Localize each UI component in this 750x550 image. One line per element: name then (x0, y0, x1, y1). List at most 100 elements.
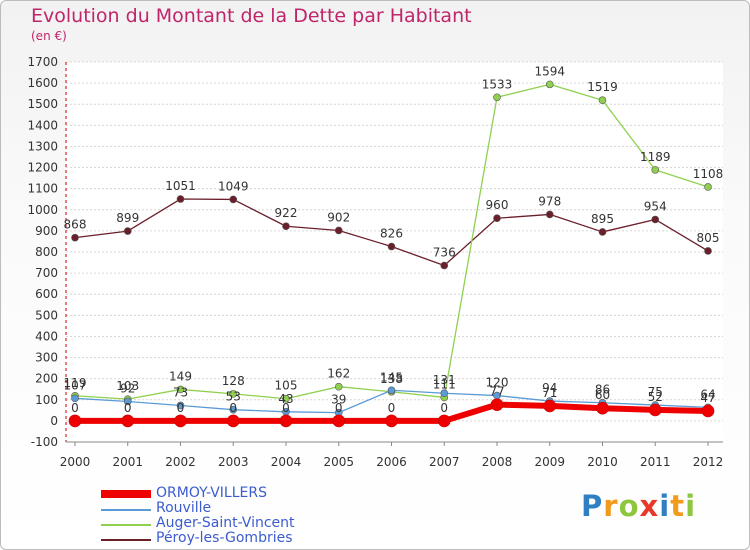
data-label-ormoy-villers: 47 (700, 391, 715, 405)
data-label-ormoy-villers: 52 (648, 390, 663, 404)
data-label-auger-saint-vincent: 103 (116, 379, 139, 393)
legend-label-rouville: Rouville (156, 500, 212, 516)
data-label-peroy-les-gombries: 1049 (218, 179, 249, 193)
data-label-ormoy-villers: 0 (440, 401, 448, 415)
data-point-auger-saint-vincent (334, 382, 343, 391)
y-tick-label: 600 (35, 287, 58, 301)
data-label-peroy-les-gombries: 1051 (165, 179, 196, 193)
legend-label-ormoy-villers: ORMOY-VILLERS (156, 485, 267, 501)
data-label-peroy-les-gombries: 895 (591, 212, 614, 226)
data-label-rouville: 94 (542, 381, 557, 395)
x-tick-label: 2006 (376, 455, 407, 469)
data-label-ormoy-villers: 0 (177, 401, 185, 415)
data-label-ormoy-villers: 0 (124, 401, 132, 415)
legend-swatch-auger-saint-vincent (101, 524, 151, 526)
data-label-peroy-les-gombries: 899 (116, 211, 139, 225)
data-label-rouville: 92 (120, 381, 135, 395)
legend-swatch-ormoy-villers (101, 490, 151, 498)
logo-letter: x (639, 489, 660, 523)
data-label-peroy-les-gombries: 960 (486, 198, 509, 212)
data-label-rouville: 120 (486, 376, 509, 390)
y-tick-label: 1400 (27, 118, 58, 132)
data-point-auger-saint-vincent (493, 93, 501, 102)
data-label-rouville: 107 (64, 378, 87, 392)
logo-letter: o (618, 489, 640, 523)
data-point-auger-saint-vincent (651, 166, 660, 174)
data-label-auger-saint-vincent: 119 (64, 376, 87, 390)
y-tick-label: -100 (31, 435, 58, 449)
data-point-ormoy-villers (68, 414, 82, 428)
x-tick-label: 2012 (693, 455, 724, 469)
data-label-rouville: 43 (278, 392, 293, 406)
data-point-peroy-les-gombries (598, 228, 607, 236)
data-point-ormoy-villers (490, 398, 504, 411)
data-point-peroy-les-gombries (229, 195, 238, 204)
data-point-auger-saint-vincent (704, 183, 712, 191)
data-point-ormoy-villers (701, 404, 715, 418)
data-label-peroy-les-gombries: 922 (275, 206, 298, 220)
data-label-ormoy-villers: 0 (229, 401, 237, 415)
x-tick-label: 2002 (165, 455, 196, 469)
y-tick-label: 1100 (27, 182, 58, 196)
data-point-ormoy-villers (174, 414, 187, 428)
data-point-rouville (123, 397, 132, 406)
data-label-rouville: 75 (648, 385, 663, 399)
data-point-rouville (387, 386, 396, 395)
data-point-peroy-les-gombries (334, 226, 343, 235)
data-label-rouville: 73 (173, 385, 188, 399)
logo-letter: P (581, 489, 604, 523)
data-label-rouville: 131 (433, 373, 456, 387)
y-tick-label: 1700 (27, 55, 58, 69)
data-label-ormoy-villers: 0 (335, 401, 343, 415)
data-point-auger-saint-vincent (282, 394, 290, 403)
data-label-auger-saint-vincent: 128 (222, 374, 245, 388)
data-point-ormoy-villers (332, 414, 346, 428)
logo-letter: i (685, 489, 697, 523)
y-tick-label: 700 (35, 266, 58, 280)
data-label-ormoy-villers: 77 (489, 385, 504, 399)
data-label-auger-saint-vincent: 1108 (693, 167, 724, 181)
data-label-peroy-les-gombries: 736 (433, 246, 456, 260)
data-point-ormoy-villers (596, 401, 609, 415)
data-label-rouville: 53 (226, 390, 241, 404)
y-tick-label: 0 (50, 414, 58, 428)
data-label-peroy-les-gombries: 978 (538, 194, 561, 208)
y-tick-label: 1300 (27, 139, 58, 153)
data-point-peroy-les-gombries (282, 222, 290, 231)
data-label-auger-saint-vincent: 1533 (482, 77, 513, 91)
y-tick-label: 1600 (27, 76, 58, 90)
data-label-peroy-les-gombries: 826 (380, 227, 403, 241)
data-label-ormoy-villers: 0 (388, 401, 396, 415)
data-point-peroy-les-gombries (387, 242, 396, 251)
data-label-rouville: 39 (331, 393, 346, 407)
data-label-auger-saint-vincent: 162 (327, 367, 350, 381)
y-tick-label: 100 (35, 393, 58, 407)
y-tick-label: 1000 (27, 203, 58, 217)
y-tick-label: 400 (35, 329, 58, 343)
data-label-auger-saint-vincent: 111 (433, 377, 456, 391)
y-tick-label: 800 (35, 245, 58, 259)
data-label-peroy-les-gombries: 868 (64, 218, 87, 232)
data-point-peroy-les-gombries (71, 233, 79, 242)
data-label-ormoy-villers: 0 (71, 401, 79, 415)
proxiti-logo: Proxiti (581, 489, 696, 523)
y-tick-label: 500 (35, 308, 58, 322)
data-point-auger-saint-vincent (598, 96, 607, 105)
data-label-auger-saint-vincent: 149 (169, 369, 192, 383)
x-tick-label: 2000 (60, 455, 91, 469)
data-point-peroy-les-gombries (545, 210, 554, 219)
chart-title: Evolution du Montant de la Dette par Hab… (31, 5, 472, 27)
data-label-peroy-les-gombries: 954 (644, 199, 667, 213)
x-tick-label: 2011 (640, 455, 671, 469)
y-tick-label: 200 (35, 372, 58, 386)
x-tick-label: 2008 (482, 455, 513, 469)
x-tick-label: 2010 (587, 455, 618, 469)
data-point-peroy-les-gombries (440, 261, 449, 270)
data-point-ormoy-villers (385, 414, 398, 428)
data-label-rouville: 86 (595, 383, 610, 397)
data-label-auger-saint-vincent: 1189 (640, 150, 671, 164)
legend-swatch-peroy-les-gombries (101, 539, 151, 541)
data-label-auger-saint-vincent: 105 (275, 379, 298, 393)
